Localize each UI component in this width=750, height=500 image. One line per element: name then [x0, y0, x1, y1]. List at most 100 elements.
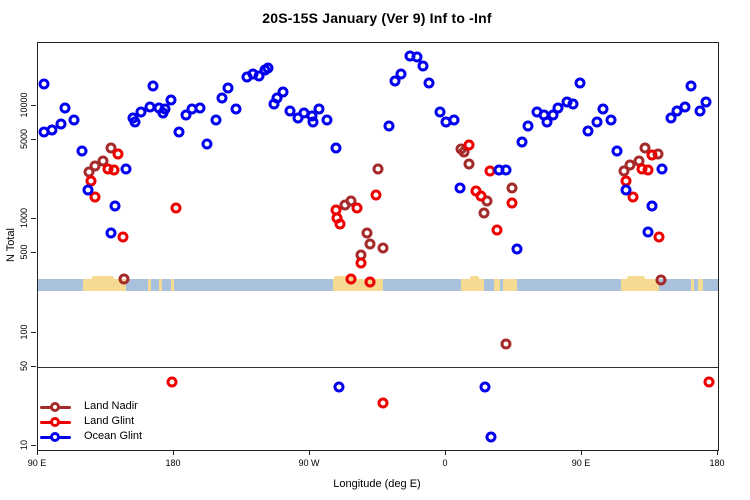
- data-point-ocean-glint: [620, 184, 632, 196]
- data-point-ocean-glint: [321, 114, 333, 126]
- data-point-land-glint: [117, 231, 129, 243]
- data-point-ocean-glint: [522, 120, 534, 132]
- data-point-land-glint: [334, 218, 346, 230]
- data-point-ocean-glint: [157, 107, 169, 119]
- data-point-ocean-glint: [423, 77, 435, 89]
- data-point-ocean-glint: [38, 126, 50, 138]
- data-point-land-glint: [355, 257, 367, 269]
- reference-line-50: [38, 366, 718, 368]
- data-point-ocean-glint: [485, 431, 497, 443]
- data-point-land-glint: [642, 164, 654, 176]
- map-band-land-bump: [470, 275, 480, 280]
- x-tick-label: 90 E: [571, 458, 591, 468]
- data-point-land-nadir: [624, 159, 636, 171]
- legend-marker-icon: [50, 432, 60, 442]
- data-point-land-nadir: [364, 238, 376, 250]
- data-point-land-glint: [85, 175, 97, 187]
- data-point-land-glint: [112, 148, 124, 160]
- data-point-ocean-glint: [605, 114, 617, 126]
- y-tick: [31, 252, 36, 254]
- y-tick-label: 1000: [19, 208, 29, 229]
- x-tick: [309, 450, 310, 455]
- data-point-ocean-glint: [591, 116, 603, 128]
- data-point-land-nadir: [463, 158, 475, 170]
- data-point-ocean-glint: [59, 102, 71, 114]
- data-point-ocean-glint: [284, 105, 296, 117]
- data-point-ocean-glint: [389, 75, 401, 87]
- data-point-ocean-glint: [120, 163, 132, 175]
- x-tick-label: 180: [709, 458, 725, 468]
- x-tick: [37, 450, 38, 455]
- data-point-ocean-glint: [210, 114, 222, 126]
- data-point-land-glint: [506, 197, 518, 209]
- data-point-ocean-glint: [173, 126, 185, 138]
- data-point-ocean-glint: [597, 103, 609, 115]
- x-tick: [445, 450, 446, 455]
- y-tick-label: 10: [19, 439, 29, 450]
- data-point-ocean-glint: [194, 102, 206, 114]
- map-band-land-bump: [334, 275, 356, 280]
- map-band-land: [83, 278, 126, 291]
- data-point-land-glint: [475, 190, 487, 202]
- data-point-ocean-glint: [268, 98, 280, 110]
- map-band-land-bump: [627, 275, 646, 280]
- data-point-ocean-glint: [330, 142, 342, 154]
- data-point-land-nadir: [481, 195, 493, 207]
- data-point-ocean-glint: [685, 80, 697, 92]
- data-point-ocean-glint: [105, 227, 117, 239]
- map-band-land: [690, 278, 694, 291]
- map-band-land: [158, 278, 162, 291]
- data-point-land-nadir: [118, 273, 130, 285]
- data-point-ocean-glint: [642, 226, 654, 238]
- x-tick-label: 90 E: [27, 458, 47, 468]
- map-band-land: [621, 278, 660, 291]
- data-point-land-glint: [620, 175, 632, 187]
- y-tick-label: 10000: [19, 92, 29, 118]
- data-point-ocean-glint: [646, 200, 657, 212]
- plot-area: [37, 42, 719, 451]
- data-point-ocean-glint: [417, 60, 429, 72]
- data-point-land-glint: [364, 276, 376, 288]
- data-point-ocean-glint: [333, 381, 345, 393]
- map-band-land: [461, 278, 484, 291]
- data-point-ocean-glint: [516, 136, 528, 148]
- data-point-ocean-glint: [574, 77, 586, 89]
- legend-marker-icon: [50, 417, 60, 427]
- y-tick: [31, 139, 36, 141]
- data-point-land-nadir: [377, 242, 389, 254]
- data-point-ocean-glint: [135, 106, 147, 118]
- data-point-ocean-glint: [55, 118, 67, 130]
- data-point-land-glint: [351, 202, 363, 214]
- data-point-land-glint: [491, 224, 503, 236]
- data-point-land-nadir: [478, 207, 490, 219]
- data-point-ocean-glint: [68, 114, 80, 126]
- data-point-land-glint: [703, 376, 715, 388]
- legend-label: Land Glint: [84, 415, 135, 427]
- data-point-ocean-glint: [511, 243, 523, 255]
- map-band-land: [698, 278, 703, 291]
- map-band-land-bump: [92, 275, 114, 280]
- data-point-ocean-glint: [313, 103, 325, 115]
- data-point-ocean-glint: [434, 106, 446, 118]
- y-tick: [31, 105, 36, 107]
- data-point-ocean-glint: [307, 116, 319, 127]
- data-point-land-glint: [345, 273, 357, 285]
- y-tick-label: 5000: [19, 129, 29, 150]
- data-point-land-nadir: [500, 338, 512, 350]
- data-point-ocean-glint: [253, 70, 265, 82]
- data-point-land-nadir: [89, 160, 101, 172]
- x-tick-label: 0: [442, 458, 448, 468]
- data-point-ocean-glint: [448, 114, 460, 126]
- x-axis-label: Longitude (deg E): [333, 478, 421, 490]
- map-band-land: [494, 278, 501, 291]
- data-point-ocean-glint: [277, 86, 289, 98]
- data-point-land-glint: [170, 202, 181, 214]
- data-point-land-nadir: [339, 199, 351, 211]
- data-point-land-glint: [89, 191, 101, 203]
- map-band-land: [170, 278, 174, 291]
- data-point-ocean-glint: [383, 120, 395, 132]
- data-point-ocean-glint: [76, 145, 88, 157]
- data-point-ocean-glint: [147, 80, 159, 92]
- data-point-land-glint: [463, 139, 475, 151]
